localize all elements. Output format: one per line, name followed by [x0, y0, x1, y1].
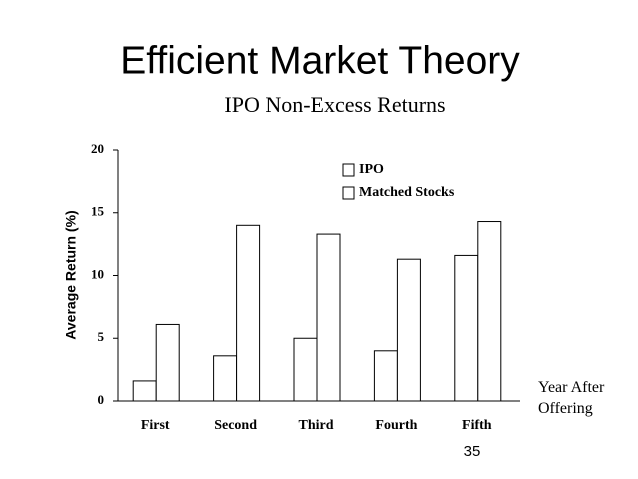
bar: [293, 337, 318, 402]
y-tick-label: 5: [98, 329, 105, 344]
bar: [213, 355, 238, 402]
legend-swatch: [342, 186, 355, 200]
y-tick-label: 0: [98, 392, 105, 407]
x-axis-label: Year After Offering: [538, 379, 605, 417]
bar: [454, 254, 479, 402]
bar: [132, 380, 157, 402]
bar: [373, 350, 398, 402]
x-tick-label: Fifth: [462, 418, 492, 433]
legend-label: Matched Stocks: [359, 185, 455, 200]
bar: [396, 258, 421, 402]
bar: [236, 224, 261, 402]
y-axis-label: Average Return (%): [63, 210, 79, 339]
y-tick-label: 20: [91, 141, 104, 156]
x-tick-label: Fourth: [375, 418, 417, 433]
chart-title: IPO Non-Excess Returns: [224, 92, 445, 117]
page-number: 35: [464, 443, 481, 460]
legend-swatch: [342, 163, 355, 177]
x-tick-label: Second: [214, 418, 257, 433]
legend-label: IPO: [359, 162, 384, 177]
y-tick-label: 10: [91, 266, 104, 281]
bar: [477, 221, 502, 402]
x-tick-label: First: [141, 418, 170, 433]
bar: [155, 323, 180, 402]
y-tick-label: 15: [91, 204, 105, 219]
slide-title: Efficient Market Theory: [120, 39, 520, 82]
x-tick-label: Third: [298, 418, 333, 433]
bar: [316, 233, 341, 402]
